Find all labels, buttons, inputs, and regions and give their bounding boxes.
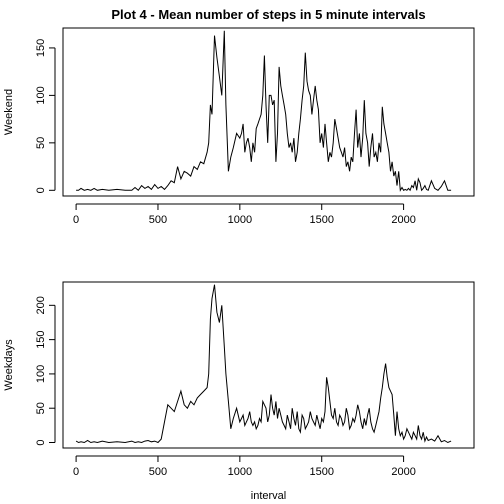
weekend-panel: 0 500 1000 1500 2000 0 50 100 150 Weekend (3, 27, 475, 226)
weekdays-panel: 0 500 1000 1500 2000 0 50 100 150 200 Weekdays (3, 281, 475, 478)
y-axis-label: Weekdays (3, 339, 15, 391)
chart-title: Plot 4 - Mean number of steps in 5 minut… (111, 7, 425, 22)
x-axis-label: interval (251, 490, 286, 502)
y-tick-label: 0 (35, 439, 47, 445)
x-tick-label: 1500 (309, 466, 333, 478)
x-tick-label: 2000 (391, 466, 415, 478)
y-tick-label: 50 (35, 402, 47, 414)
x-tick-label: 0 (73, 214, 79, 226)
series-line (75, 284, 452, 444)
y-tick-label: 50 (35, 137, 47, 149)
x-tick-label: 1000 (228, 466, 252, 478)
series-line (76, 30, 452, 192)
y-tick-label: 200 (35, 296, 47, 314)
x-tick-label: 2000 (391, 214, 415, 226)
y-tick-label: 150 (35, 330, 47, 348)
plot-frame (62, 281, 475, 449)
y-tick-label: 150 (35, 39, 47, 57)
plot-frame (62, 27, 475, 197)
y-axis-label: Weekend (3, 89, 15, 135)
x-tick-label: 1500 (309, 214, 333, 226)
y-tick-label: 0 (35, 187, 47, 193)
x-tick-label: 1000 (228, 214, 252, 226)
x-tick-label: 0 (73, 466, 79, 478)
x-tick-label: 500 (149, 214, 167, 226)
y-tick-label: 100 (35, 365, 47, 383)
y-tick-label: 100 (35, 86, 47, 104)
x-tick-label: 500 (149, 466, 167, 478)
